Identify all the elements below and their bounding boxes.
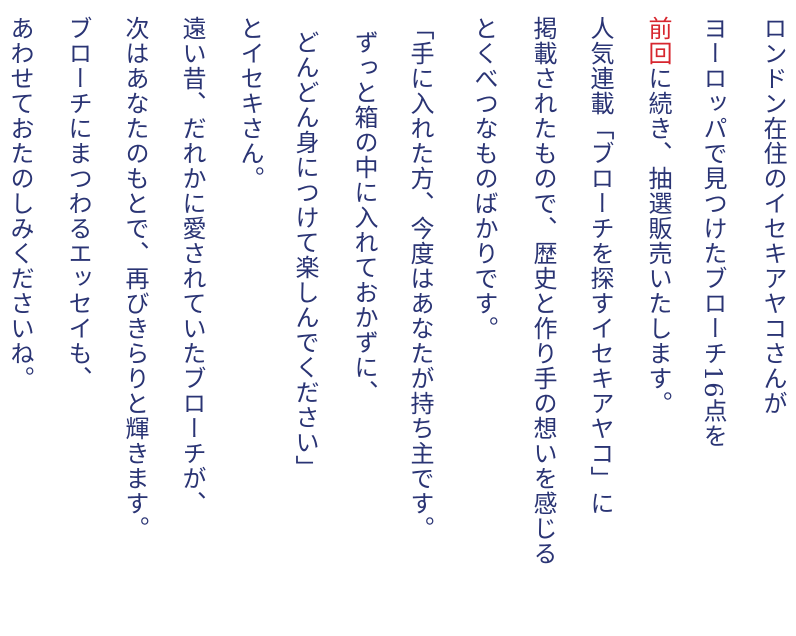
- text-line: 前回に続き、抽選販売いたします。: [644, 16, 672, 416]
- text-line: ロンドン在住のイセキアヤコさんが: [759, 16, 787, 416]
- text-line: ヨーロッパで見つけたブローチ16点を: [699, 16, 727, 449]
- highlight-text: 前回: [644, 16, 672, 66]
- text-line: ブローチにまつわるエッセイも、: [64, 16, 92, 391]
- quote-line: どんどん身につけて楽しんでください」: [291, 30, 319, 480]
- text-line: とイセキさん。: [236, 16, 264, 191]
- quote-line: ずっと箱の中に入れておかずに、: [350, 30, 378, 405]
- quote-line: 「手に入れた方、今度はあなたが持ち主です。: [406, 16, 434, 541]
- text-line: 次はあなたのもとで、再びきらりと輝きます。: [121, 16, 149, 541]
- text-line: あわせておたのしみくださいね。: [6, 16, 34, 391]
- text-line: 人気連載「ブローチを探すイセキアヤコ」に: [586, 16, 614, 516]
- text-line-rest: に続き、抽選販売いたします。: [644, 66, 672, 416]
- text-line: 掲載されたもので、歴史と作り手の想いを感じる: [529, 16, 557, 566]
- text-line: とくべつなものばかりです。: [470, 16, 498, 341]
- text-line: 遠い昔、だれかに愛されていたブローチが、: [178, 16, 206, 516]
